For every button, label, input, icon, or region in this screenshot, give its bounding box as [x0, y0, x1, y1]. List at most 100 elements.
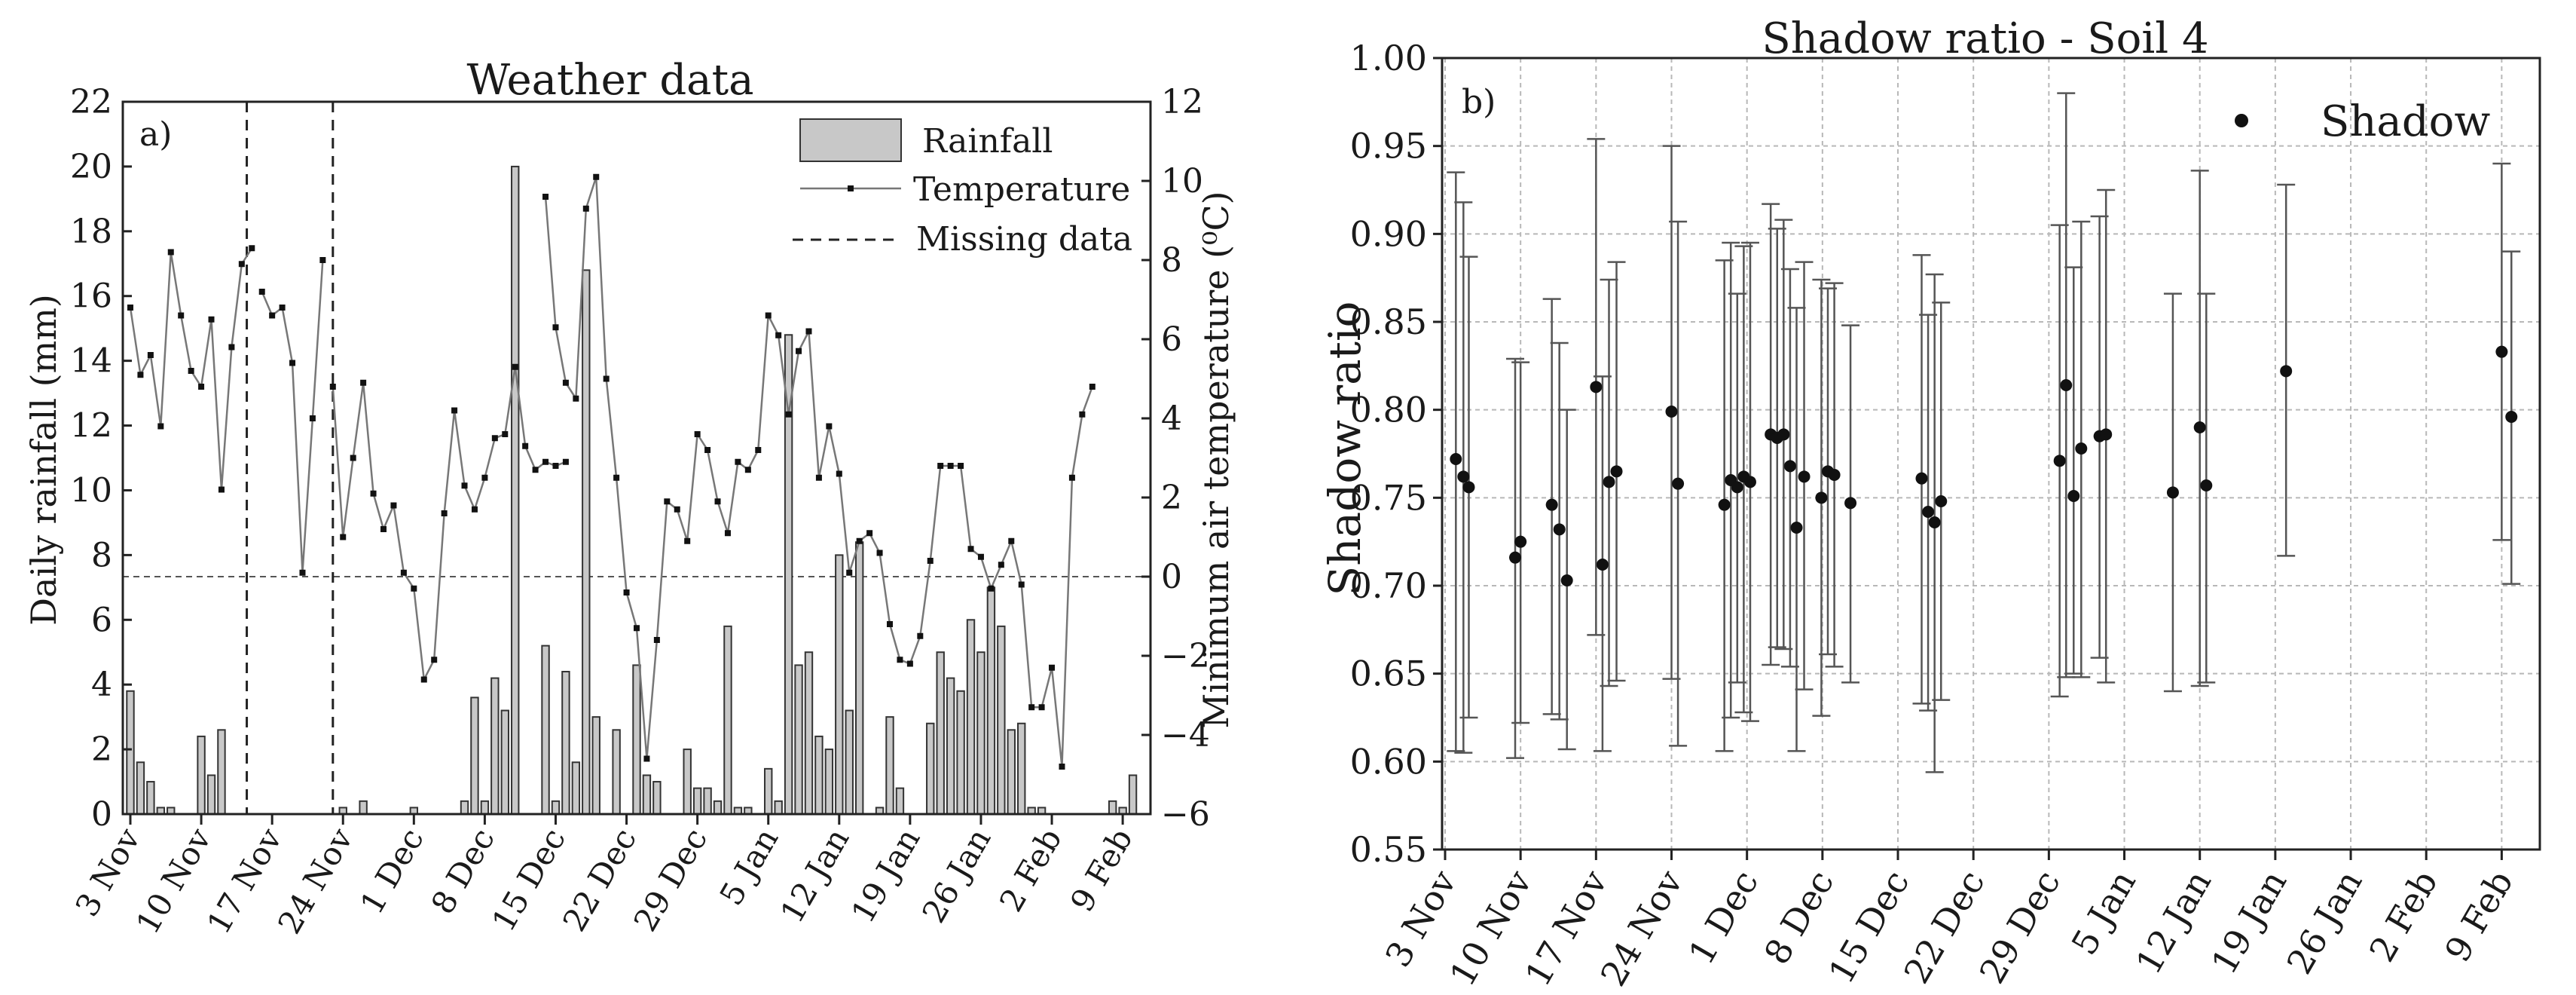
- legend-rainfall-label: Rainfall: [922, 122, 1053, 161]
- date-tick-label: 2 Feb: [992, 822, 1069, 918]
- shadow-grid: [1442, 57, 2540, 850]
- rainfall-axis-label: Daily rainfall (mm): [23, 294, 64, 626]
- rainfall-bar: [652, 781, 662, 815]
- shadow-point: [2053, 455, 2066, 467]
- temperature-point: [744, 467, 751, 473]
- rainfall-tick-label: 2: [91, 730, 112, 769]
- shadow-tick-label: 0.55: [1350, 829, 1427, 870]
- rainfall-bar: [561, 671, 570, 815]
- shadow-point: [1815, 491, 1828, 504]
- shadow-tick-label: 0.90: [1350, 213, 1427, 254]
- shadow-point: [1462, 481, 1475, 494]
- shadow-points: [1450, 345, 2518, 586]
- temperature-point: [593, 173, 600, 180]
- temperature-point: [643, 755, 650, 762]
- temperature-point: [188, 368, 194, 374]
- shadow-point: [1596, 559, 1609, 571]
- temperature-point: [258, 289, 265, 295]
- rainfall-bar: [926, 722, 935, 816]
- temperature-point: [785, 411, 792, 418]
- temperature-axis-label: Minimum air temperature (⁰C): [1196, 191, 1236, 728]
- rainfall-bar: [480, 800, 490, 816]
- rainfall-bar: [146, 781, 155, 815]
- temperature-point: [613, 474, 620, 481]
- shadow-point: [1610, 465, 1623, 478]
- rainfall-bar: [966, 619, 976, 815]
- rainfall-bar: [774, 800, 783, 816]
- rainfall-bar: [936, 651, 945, 816]
- temperature-point: [167, 249, 174, 256]
- rainfall-tick-label: 12: [70, 407, 112, 445]
- rainfall-tick-label: 8: [91, 536, 112, 574]
- temperature-point: [512, 363, 518, 370]
- rainfall-bar: [946, 677, 955, 815]
- temperature-point: [329, 384, 336, 390]
- temperature-point: [1018, 581, 1025, 588]
- legend-rainfall-swatch: [799, 118, 902, 162]
- panel-a-label: a): [139, 115, 172, 154]
- rainfall-bar: [986, 586, 996, 815]
- temperature-point: [653, 637, 660, 643]
- temperature-point: [765, 312, 772, 319]
- shadow-point: [1553, 523, 1566, 536]
- temperature-point: [906, 660, 913, 667]
- legend-missing-label: Missing data: [916, 220, 1132, 259]
- temperature-point: [582, 205, 589, 212]
- shadow-point: [1922, 506, 1935, 518]
- rainfall-bar: [136, 761, 145, 815]
- rainfall-bar: [835, 554, 844, 815]
- shadow-point: [1450, 453, 1462, 465]
- temperature-tick-label: −6: [1161, 795, 1210, 834]
- temperature-point: [198, 384, 205, 390]
- weather-chart-title: Weather data: [467, 56, 754, 105]
- temperature-point: [937, 463, 944, 469]
- legend-shadow-label: Shadow: [2321, 97, 2490, 146]
- shadow-date-tick-label: 9 Feb: [2437, 864, 2521, 969]
- rainfall-bar: [784, 334, 793, 816]
- rainfall-bar: [551, 800, 561, 816]
- shadow-point: [2100, 428, 2113, 441]
- shadow-point: [2200, 479, 2213, 491]
- rainfall-bar: [713, 800, 723, 816]
- weather-plot-frame: [121, 100, 1152, 816]
- temperature-point: [917, 632, 924, 639]
- rainfall-bar: [642, 774, 652, 816]
- date-tick-label: 19 Jan: [844, 822, 927, 929]
- missing-data-lines: [246, 102, 335, 814]
- rainfall-bar: [1128, 774, 1138, 816]
- temperature-line: [544, 176, 1093, 767]
- temperature-tick-label: 8: [1161, 241, 1182, 280]
- temperature-point: [552, 463, 559, 469]
- shadow-tick-label: 0.85: [1350, 302, 1427, 342]
- temperature-point: [522, 442, 529, 449]
- rainfall-bar: [845, 709, 854, 816]
- weather-legend: Rainfall Temperature Missing data: [793, 118, 1132, 259]
- rainfall-bar: [956, 690, 965, 815]
- date-tick-label: 12 Jan: [773, 822, 856, 929]
- temperature-point: [269, 312, 276, 319]
- temperature-point: [420, 676, 427, 683]
- temperature-point: [380, 526, 387, 532]
- temperature-point: [340, 534, 347, 540]
- temperature-point: [228, 344, 235, 351]
- temperature-point: [988, 585, 995, 592]
- rainfall-bar: [460, 800, 469, 816]
- rainfall-bars: [126, 165, 1138, 816]
- rainfall-bar: [206, 774, 216, 816]
- temperature-point: [623, 589, 630, 595]
- temperature-point: [815, 474, 822, 481]
- shadow-point: [1790, 522, 1803, 534]
- temperature-point: [289, 360, 296, 366]
- shadow-date-tick-label: 12 Jan: [2128, 864, 2219, 981]
- shadow-point: [1514, 535, 1527, 548]
- temperature-point: [461, 482, 468, 489]
- shadow-tick-label: 1.00: [1350, 38, 1427, 78]
- rainfall-bar: [683, 749, 692, 815]
- shadow-ratio-axis: 0.55 0.60 0.65 0.70 0.75 0.80 0.85 0.90 0.95 1.00: [1350, 38, 1442, 870]
- rainfall-bar: [490, 677, 500, 815]
- rainfall-bar: [1108, 800, 1117, 816]
- temperature-point: [826, 423, 833, 430]
- temperature-point: [866, 530, 873, 537]
- rainfall-bar: [895, 787, 905, 815]
